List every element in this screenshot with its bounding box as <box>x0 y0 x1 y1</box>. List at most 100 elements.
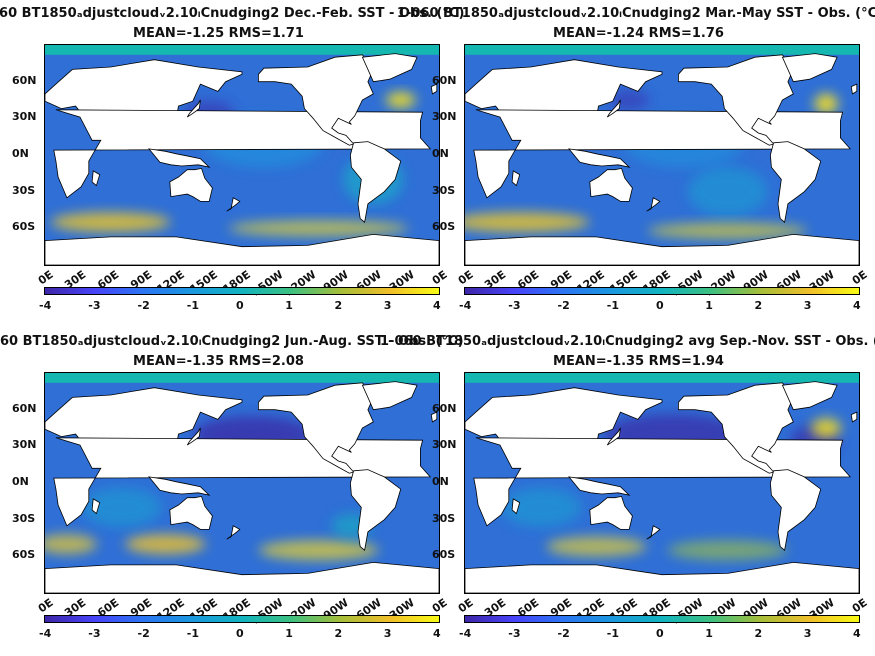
land-mass <box>186 99 201 118</box>
bias-patch <box>667 540 788 561</box>
lat-tick-label: 30N <box>12 110 37 124</box>
bias-patch <box>258 540 379 561</box>
lat-tick-label: 60S <box>12 548 36 562</box>
lon-tick-label: 0E <box>35 596 56 616</box>
panel-stats: MEAN=-1.25 RMS=1.71 <box>133 26 304 41</box>
land-mass <box>465 561 859 593</box>
lat-tick-label: 60N <box>432 401 457 415</box>
bias-patch <box>50 212 171 233</box>
land-mass <box>511 170 521 187</box>
bias-patch <box>385 92 416 108</box>
land-mass <box>589 495 633 530</box>
colorbar-tick-label: -1 <box>186 299 199 312</box>
colorbar-tick-label: -1 <box>606 299 619 312</box>
lat-tick-label: 30N <box>432 110 457 124</box>
colorbar <box>464 615 860 623</box>
land-mass <box>465 233 859 265</box>
land-mass <box>769 469 822 551</box>
colorbar-tick-label: -2 <box>137 299 150 312</box>
panel-title-line1: 1-060 BT1850ₐdjustcloudᵥ2.10ₗCnudging2 J… <box>0 334 464 349</box>
bias-patch <box>687 166 768 217</box>
land-mass <box>226 197 241 212</box>
panel-stats: MEAN=-1.24 RMS=1.76 <box>553 26 724 41</box>
lon-tick-label: 0E <box>849 596 870 616</box>
colorbar-tick-label: 1 <box>705 627 713 640</box>
bias-patch <box>546 536 647 557</box>
bias-patch <box>228 220 409 237</box>
panel-title-line1: 1-060 BT1850ₐdjustcloudᵥ2.10ₗCnudging2 M… <box>396 6 875 21</box>
colorbar-tick-label: 2 <box>754 299 763 312</box>
colorbar-tick-label: 4 <box>433 627 441 640</box>
colorbar-tick-label: 2 <box>754 627 763 640</box>
panel-title-line1: 1-060 BT1850ₐdjustcloudᵥ2.10ₗCnudging2 D… <box>0 6 465 21</box>
land-mass <box>349 141 402 223</box>
lat-tick-label: 0N <box>432 147 449 160</box>
colorbar-tick-label: -2 <box>137 627 150 640</box>
colorbar-tick-label: 3 <box>383 627 392 640</box>
lat-tick-label: 30N <box>432 438 457 452</box>
colorbar <box>464 287 860 295</box>
colorbar-tick-label: 4 <box>853 627 861 640</box>
colorbar <box>44 615 440 623</box>
land-mass <box>148 148 211 168</box>
colorbar-tick-label: 2 <box>334 299 343 312</box>
lat-tick-label: 30S <box>432 511 456 525</box>
colorbar-tick-label: 4 <box>853 299 861 312</box>
map-panel-son: 1-060 BT1850ₐdjustcloudᵥ2.10ₗCnudging2 a… <box>380 328 875 656</box>
lon-tick-label: 0E <box>455 596 476 616</box>
land-mass <box>91 170 101 187</box>
land-mass <box>646 525 661 540</box>
lon-tick-label: 0E <box>849 268 870 288</box>
colorbar-tick-label: -4 <box>39 299 52 312</box>
colorbar-tick-label: 1 <box>285 299 293 312</box>
bias-patch <box>647 222 808 239</box>
colorbar-tick-label: 0 <box>236 627 244 640</box>
land-mass <box>606 427 621 446</box>
land-mass <box>781 53 838 83</box>
land-mass <box>430 411 438 423</box>
bias-patch <box>814 93 839 114</box>
colorbar-tick-label: -3 <box>508 627 521 640</box>
lat-tick-label: 30S <box>12 511 36 525</box>
land-mass <box>186 427 201 446</box>
lon-tick-label: 0E <box>35 268 56 288</box>
lat-tick-label: 0N <box>432 475 449 488</box>
land-mass <box>45 233 439 265</box>
lat-tick-label: 0N <box>12 147 29 160</box>
lat-tick-label: 60S <box>432 220 456 234</box>
lat-tick-label: 30S <box>432 183 456 197</box>
sst-bias-map <box>464 44 860 266</box>
sst-bias-map <box>44 372 440 594</box>
lat-tick-label: 60S <box>432 548 456 562</box>
lat-tick-label: 0N <box>12 475 29 488</box>
colorbar-tick-label: 0 <box>236 299 244 312</box>
lat-tick-label: 30N <box>12 438 37 452</box>
panel-stats: MEAN=-1.35 RMS=1.94 <box>553 354 724 369</box>
land-mass <box>169 167 213 202</box>
lat-tick-label: 60N <box>12 401 37 415</box>
lon-tick-label: 0E <box>455 268 476 288</box>
bias-patch <box>81 487 162 528</box>
land-mass <box>430 83 438 95</box>
lat-tick-label: 30S <box>12 183 36 197</box>
colorbar-tick-label: -4 <box>39 627 52 640</box>
land-mass <box>568 148 631 168</box>
colorbar-tick-label: 1 <box>705 299 713 312</box>
bias-patch <box>45 534 97 555</box>
land-mass <box>568 476 631 496</box>
land-mass <box>646 197 661 212</box>
land-mass <box>226 525 241 540</box>
colorbar-tick-label: -3 <box>88 299 101 312</box>
colorbar-tick-label: 1 <box>285 627 293 640</box>
lat-tick-label: 60N <box>432 73 457 87</box>
colorbar-tick-label: -1 <box>186 627 199 640</box>
land-mass <box>91 498 101 515</box>
land-mass <box>850 411 858 423</box>
sst-bias-map <box>464 372 860 594</box>
map-panel-mam: 1-060 BT1850ₐdjustcloudᵥ2.10ₗCnudging2 M… <box>397 0 875 328</box>
bias-patch <box>465 212 590 233</box>
land-mass <box>361 53 418 83</box>
colorbar-tick-label: -2 <box>557 299 570 312</box>
map-panel-jja: 1-060 BT1850ₐdjustcloudᵥ2.10ₗCnudging2 J… <box>0 328 464 656</box>
arctic-band <box>45 373 439 383</box>
